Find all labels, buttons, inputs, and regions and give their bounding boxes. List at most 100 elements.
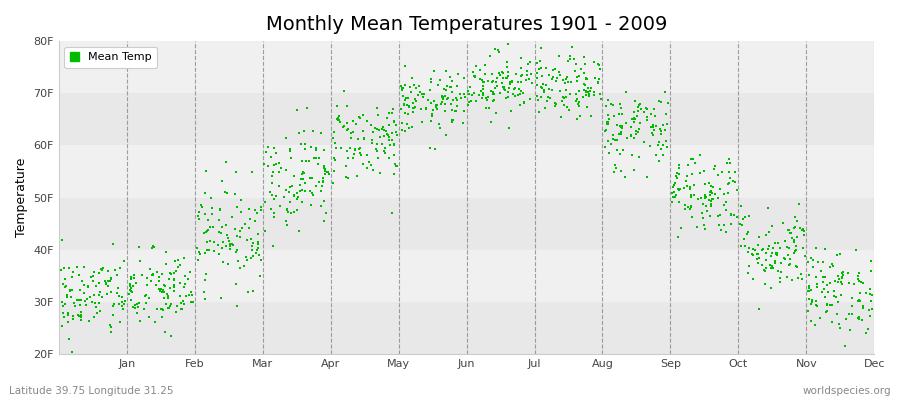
Point: [360, 152, 374, 158]
Point: [158, 329, 172, 336]
Point: [409, 97, 423, 104]
Point: [76, 282, 91, 288]
Point: [112, 265, 127, 271]
Point: [729, 214, 743, 220]
Point: [824, 302, 838, 308]
Point: [851, 297, 866, 304]
Point: [735, 222, 750, 228]
Point: [847, 281, 861, 288]
Point: [677, 184, 691, 191]
Point: [280, 207, 294, 213]
Point: [668, 194, 682, 200]
Point: [77, 298, 92, 304]
Point: [155, 314, 169, 320]
Point: [233, 228, 248, 234]
Point: [534, 45, 548, 51]
Point: [836, 272, 850, 278]
Point: [690, 195, 705, 202]
Point: [266, 196, 281, 202]
Point: [826, 288, 841, 294]
Point: [852, 278, 867, 284]
Point: [814, 268, 829, 274]
Point: [266, 210, 281, 217]
Point: [279, 167, 293, 173]
Point: [93, 300, 107, 306]
Point: [736, 236, 751, 242]
Point: [619, 135, 634, 142]
Point: [230, 247, 245, 253]
Point: [632, 126, 646, 132]
Point: [724, 212, 738, 218]
Point: [246, 288, 260, 294]
Point: [71, 312, 86, 318]
Point: [530, 70, 544, 76]
Point: [706, 196, 720, 202]
Point: [69, 296, 84, 303]
Point: [554, 114, 568, 120]
Point: [538, 65, 553, 71]
Point: [215, 224, 230, 230]
Point: [845, 295, 859, 301]
Point: [717, 222, 732, 229]
Point: [248, 218, 262, 225]
Point: [487, 90, 501, 97]
Point: [223, 243, 238, 249]
Point: [610, 121, 625, 128]
Point: [63, 287, 77, 293]
Point: [115, 302, 130, 309]
Point: [393, 82, 408, 89]
Point: [200, 228, 214, 234]
Point: [248, 250, 263, 256]
Point: [64, 294, 78, 300]
Point: [835, 273, 850, 280]
Point: [606, 132, 620, 138]
Point: [614, 124, 628, 130]
Point: [649, 122, 663, 129]
Point: [123, 276, 138, 282]
Point: [449, 97, 464, 104]
Point: [704, 183, 718, 190]
Point: [805, 254, 819, 261]
Point: [122, 283, 137, 290]
Point: [382, 136, 396, 143]
Point: [382, 110, 397, 116]
Point: [850, 314, 865, 321]
Point: [579, 89, 593, 95]
Point: [672, 187, 687, 194]
Point: [533, 58, 547, 64]
Point: [773, 279, 788, 285]
Point: [183, 268, 197, 275]
Point: [707, 166, 722, 172]
Point: [327, 155, 341, 162]
Point: [212, 251, 226, 257]
Point: [580, 76, 594, 82]
Point: [500, 59, 515, 66]
Point: [536, 73, 550, 80]
Point: [201, 226, 215, 233]
Point: [126, 283, 140, 290]
Point: [684, 204, 698, 210]
Point: [245, 169, 259, 176]
Point: [440, 95, 454, 101]
Point: [660, 121, 674, 127]
Point: [373, 170, 387, 176]
Point: [770, 250, 784, 256]
Point: [213, 230, 228, 236]
Point: [842, 327, 857, 334]
Point: [222, 246, 237, 252]
Point: [573, 66, 588, 72]
Point: [157, 282, 171, 288]
Point: [549, 101, 563, 108]
Point: [640, 114, 654, 120]
Point: [230, 204, 244, 210]
Point: [303, 174, 318, 181]
Point: [698, 180, 713, 187]
Point: [598, 144, 613, 150]
Point: [93, 307, 107, 314]
Point: [716, 168, 730, 175]
Point: [543, 95, 557, 102]
Point: [309, 155, 323, 162]
Point: [591, 61, 606, 67]
Point: [818, 309, 832, 315]
Point: [212, 217, 226, 224]
